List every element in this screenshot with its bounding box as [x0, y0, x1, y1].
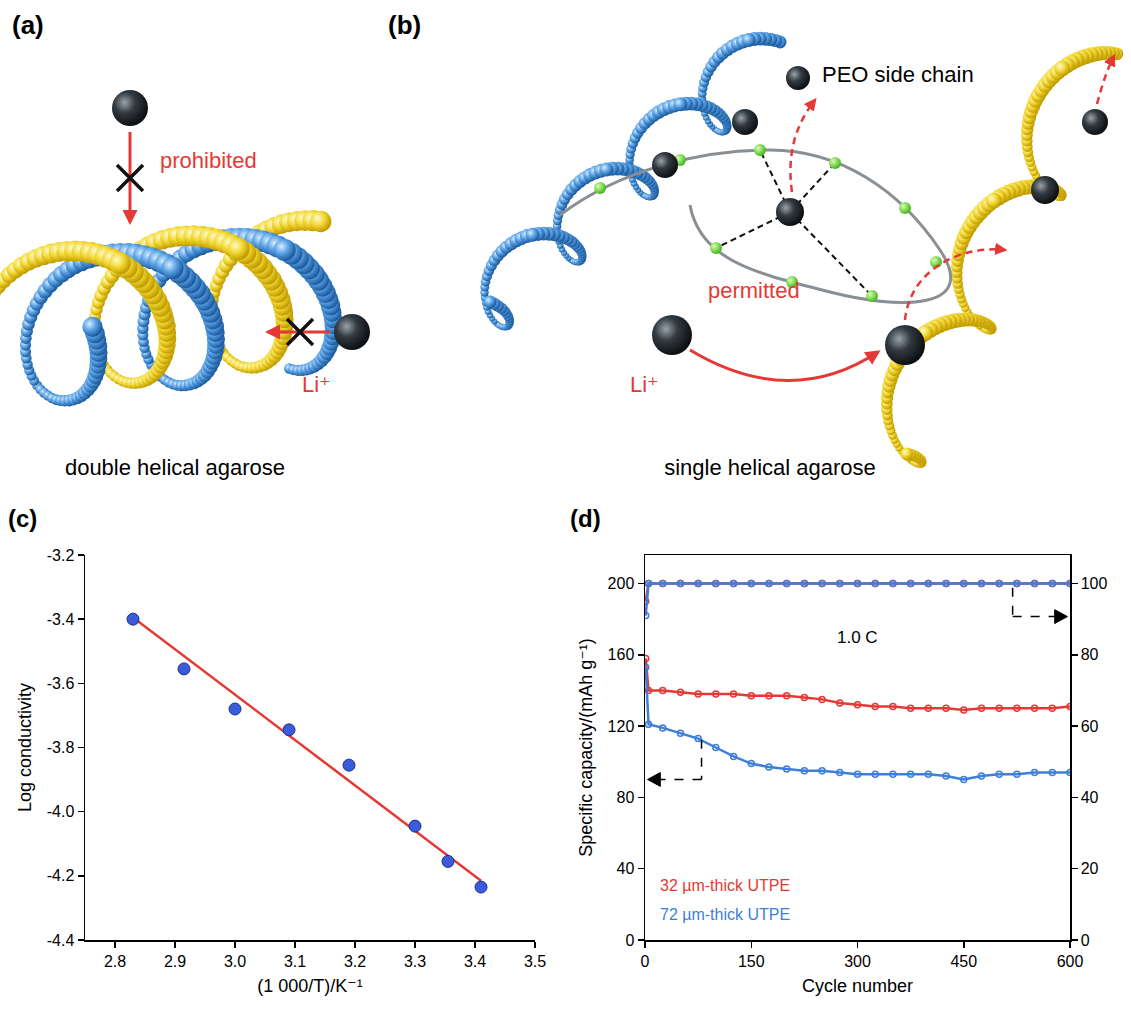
svg-text:0: 0: [625, 932, 634, 949]
svg-text:3.0: 3.0: [224, 953, 246, 970]
svg-text:Li⁺: Li⁺: [630, 372, 659, 397]
svg-text:Li⁺: Li⁺: [302, 372, 331, 397]
svg-text:20: 20: [1081, 860, 1099, 877]
svg-text:200: 200: [608, 575, 635, 592]
svg-text:72 µm-thick UTPE: 72 µm-thick UTPE: [660, 906, 790, 923]
svg-text:-3.2: -3.2: [47, 547, 75, 564]
svg-text:0: 0: [1081, 932, 1090, 949]
svg-text:450: 450: [950, 953, 977, 970]
svg-text:300: 300: [844, 953, 871, 970]
svg-text:Log conductivity: Log conductivity: [15, 683, 35, 812]
svg-text:(1 000/T)/K⁻¹: (1 000/T)/K⁻¹: [257, 976, 363, 996]
svg-text:100: 100: [1081, 575, 1108, 592]
svg-text:2.9: 2.9: [164, 953, 186, 970]
svg-text:Cycle number: Cycle number: [802, 976, 913, 996]
svg-text:-4.0: -4.0: [47, 803, 75, 820]
svg-text:3.2: 3.2: [344, 953, 366, 970]
svg-text:80: 80: [617, 789, 635, 806]
svg-text:(b): (b): [388, 10, 421, 40]
svg-text:3.5: 3.5: [524, 953, 546, 970]
svg-text:-3.8: -3.8: [47, 739, 75, 756]
svg-text:0: 0: [641, 953, 650, 970]
svg-text:3.4: 3.4: [464, 953, 486, 970]
svg-text:-3.4: -3.4: [47, 611, 75, 628]
svg-text:3.3: 3.3: [404, 953, 426, 970]
svg-text:Specific capacity/(mAh g⁻¹): Specific capacity/(mAh g⁻¹): [576, 638, 596, 857]
svg-text:160: 160: [608, 646, 635, 663]
svg-text:1.0 C: 1.0 C: [837, 628, 878, 647]
svg-text:-4.4: -4.4: [47, 932, 75, 949]
svg-text:permitted: permitted: [708, 278, 800, 303]
html-text:(d): (d): [570, 505, 601, 532]
svg-text:600: 600: [1057, 953, 1084, 970]
svg-text:single helical agarose: single helical agarose: [664, 455, 876, 480]
svg-text:60: 60: [1081, 718, 1099, 735]
svg-text:40: 40: [617, 860, 635, 877]
svg-text:150: 150: [738, 953, 765, 970]
svg-text:120: 120: [608, 718, 635, 735]
svg-text:80: 80: [1081, 646, 1099, 663]
svg-text:-4.2: -4.2: [47, 867, 75, 884]
svg-text:40: 40: [1081, 789, 1099, 806]
svg-text:PEO side chain: PEO side chain: [822, 62, 974, 87]
svg-text:2.8: 2.8: [104, 953, 126, 970]
svg-text:3.1: 3.1: [284, 953, 306, 970]
html-text:(c): (c): [8, 505, 38, 532]
svg-text:32 µm-thick UTPE: 32 µm-thick UTPE: [660, 877, 790, 894]
svg-text:(a): (a): [12, 10, 44, 40]
svg-text:prohibited: prohibited: [160, 148, 257, 173]
svg-text:-3.6: -3.6: [47, 675, 75, 692]
svg-text:double helical agarose: double helical agarose: [65, 455, 285, 480]
